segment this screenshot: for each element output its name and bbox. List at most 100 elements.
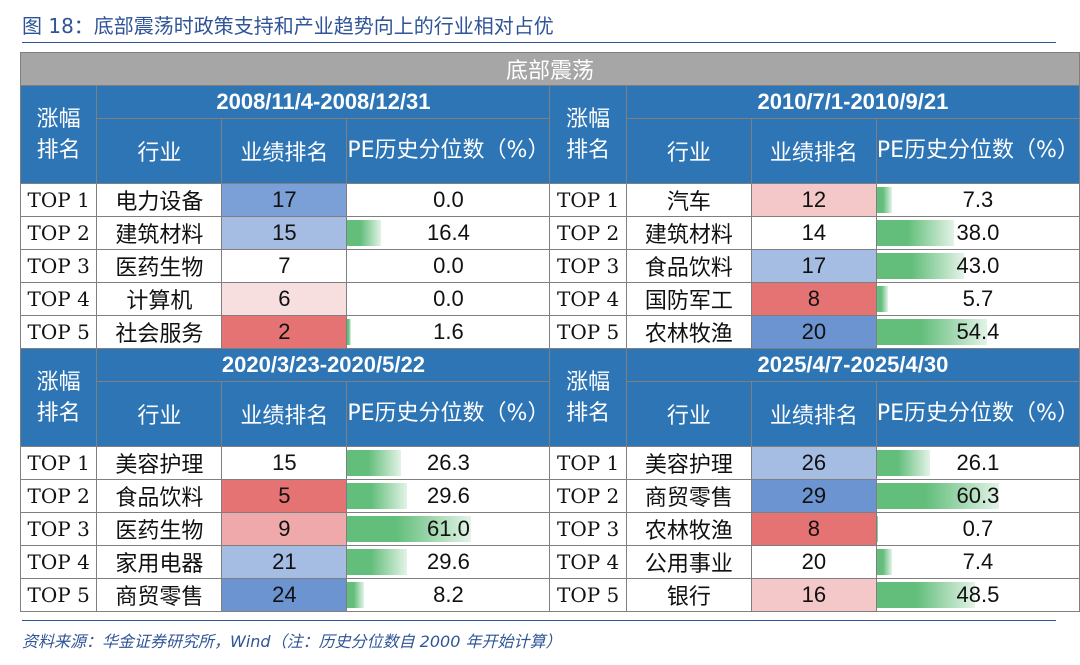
performance-rank-cell: 20	[750, 545, 877, 579]
industry-column-header: 行业	[96, 118, 223, 184]
pe-percentile-bar	[877, 450, 930, 476]
pe-percentile-bar	[347, 450, 401, 476]
industry-cell: 农林牧渔	[625, 512, 752, 546]
rank-column-header: 涨幅排名	[19, 348, 98, 447]
industry-cell: 电力设备	[96, 183, 223, 217]
industry-cell: 社会服务	[96, 315, 223, 349]
pe-percentile-column-header: PE历史分位数（%）	[875, 381, 1080, 447]
performance-rank-column-header: 业绩排名	[750, 118, 877, 184]
pe-percentile-bar	[877, 319, 987, 345]
table-row: TOP 4 计算机 6 0.0 TOP 4 国防军工 8 5.7	[19, 282, 1080, 316]
table-row: TOP 1 电力设备 17 0.0 TOP 1 汽车 12 7.3	[19, 183, 1080, 217]
pe-percentile-value: 8.2	[433, 582, 464, 607]
industry-column-header: 行业	[96, 381, 223, 447]
top-rank-cell: TOP 1	[549, 183, 627, 217]
industry-cell: 美容护理	[96, 446, 223, 480]
pe-percentile-value: 61.0	[427, 516, 470, 541]
industry-cell: 商贸零售	[625, 479, 752, 513]
performance-rank-column-header: 业绩排名	[221, 381, 348, 447]
pe-percentile-cell: 61.0	[346, 512, 551, 546]
source-note: 资料来源：华金证券研究所，Wind（注：历史分位数自 2000 年开始计算）	[22, 632, 562, 651]
top-rank-cell: TOP 4	[19, 282, 98, 316]
top-rank-cell: TOP 5	[19, 578, 98, 612]
performance-rank-cell: 9	[221, 512, 348, 546]
rank-column-header: 涨幅排名	[549, 85, 627, 184]
pe-percentile-cell: 5.7	[875, 282, 1080, 316]
top-rank-cell: TOP 1	[19, 446, 98, 480]
pe-percentile-value: 54.4	[956, 319, 1000, 344]
top-rank-cell: TOP 4	[549, 545, 627, 579]
pe-percentile-bar	[347, 582, 364, 608]
performance-rank-cell: 17	[750, 249, 877, 283]
industry-cell: 医药生物	[96, 512, 223, 546]
pe-percentile-value: 48.5	[956, 582, 1000, 607]
pe-percentile-value: 38.0	[956, 220, 1000, 245]
industry-cell: 计算机	[96, 282, 223, 316]
pe-percentile-cell: 38.0	[875, 216, 1080, 250]
pe-percentile-cell: 60.3	[875, 479, 1080, 513]
pe-percentile-column-header: PE历史分位数（%）	[346, 118, 551, 184]
industry-cell: 建筑材料	[96, 216, 223, 250]
pe-percentile-value: 0.0	[433, 253, 464, 278]
performance-rank-column-header: 业绩排名	[750, 381, 877, 447]
industry-cell: 食品饮料	[625, 249, 752, 283]
pe-percentile-column-header: PE历史分位数（%）	[346, 381, 551, 447]
industry-column-header: 行业	[625, 381, 752, 447]
pe-percentile-cell: 26.3	[346, 446, 551, 480]
figure-title: 图 18：底部震荡时政策支持和产业趋势向上的行业相对占优	[22, 14, 554, 38]
performance-rank-cell: 8	[750, 512, 877, 546]
top-rule	[22, 42, 1056, 43]
performance-rank-cell: 26	[750, 446, 877, 480]
pe-percentile-value: 60.3	[956, 483, 1000, 508]
pe-percentile-cell: 29.6	[346, 545, 551, 579]
top-rank-cell: TOP 5	[549, 578, 627, 612]
pe-percentile-bar	[877, 483, 999, 509]
performance-rank-cell: 2	[221, 315, 348, 349]
pe-percentile-bar	[347, 516, 471, 542]
performance-rank-cell: 24	[221, 578, 348, 612]
pe-percentile-bar	[877, 286, 889, 312]
table-row: TOP 4 家用电器 21 29.6 TOP 4 公用事业 20 7.4	[19, 545, 1080, 579]
table-row: TOP 5 社会服务 2 1.6 TOP 5 农林牧渔 20 54.4	[19, 315, 1080, 349]
performance-rank-cell: 14	[750, 216, 877, 250]
pe-percentile-value: 0.7	[962, 516, 994, 541]
rank-column-header: 涨幅排名	[19, 85, 98, 184]
top-rank-cell: TOP 1	[549, 446, 627, 480]
industry-cell: 家用电器	[96, 545, 223, 579]
performance-rank-cell: 5	[221, 479, 348, 513]
top-rank-cell: TOP 4	[549, 282, 627, 316]
performance-rank-cell: 29	[750, 479, 877, 513]
pe-percentile-bar	[347, 319, 351, 345]
table-row: TOP 5 商贸零售 24 8.2 TOP 5 银行 16 48.5	[19, 578, 1080, 612]
pe-percentile-cell: 48.5	[875, 578, 1080, 612]
bottom-rule	[22, 620, 1056, 621]
performance-rank-cell: 12	[750, 183, 877, 217]
performance-rank-cell: 15	[221, 216, 348, 250]
pe-percentile-cell: 8.2	[346, 578, 551, 612]
date-range-header: 2025/4/7-2025/4/30	[625, 348, 1080, 382]
industry-cell: 医药生物	[96, 249, 223, 283]
top-rank-cell: TOP 1	[19, 183, 98, 217]
pe-percentile-value: 0.0	[433, 286, 464, 311]
pe-percentile-value: 7.3	[962, 187, 994, 212]
industry-ranking-table: 底部震荡 涨幅排名 2008/11/4-2008/12/31 涨幅排名 2010/7/…	[19, 52, 1080, 612]
pe-percentile-value: 26.3	[427, 450, 470, 475]
performance-rank-cell: 17	[221, 183, 348, 217]
top-rank-cell: TOP 5	[19, 315, 98, 349]
top-rank-cell: TOP 4	[19, 545, 98, 579]
industry-cell: 国防军工	[625, 282, 752, 316]
top-rank-cell: TOP 3	[19, 512, 98, 546]
pe-percentile-column-header: PE历史分位数（%）	[875, 118, 1080, 184]
pe-percentile-bar	[877, 220, 954, 246]
performance-rank-cell: 16	[750, 578, 877, 612]
pe-percentile-cell: 43.0	[875, 249, 1080, 283]
top-rank-cell: TOP 2	[549, 479, 627, 513]
industry-cell: 银行	[625, 578, 752, 612]
pe-percentile-cell: 54.4	[875, 315, 1080, 349]
table-row: TOP 3 医药生物 7 0.0 TOP 3 食品饮料 17 43.0	[19, 249, 1080, 283]
industry-cell: 商贸零售	[96, 578, 223, 612]
industry-cell: 食品饮料	[96, 479, 223, 513]
pe-percentile-bar	[877, 187, 892, 213]
pe-percentile-value: 16.4	[427, 220, 470, 245]
pe-percentile-cell: 16.4	[346, 216, 551, 250]
